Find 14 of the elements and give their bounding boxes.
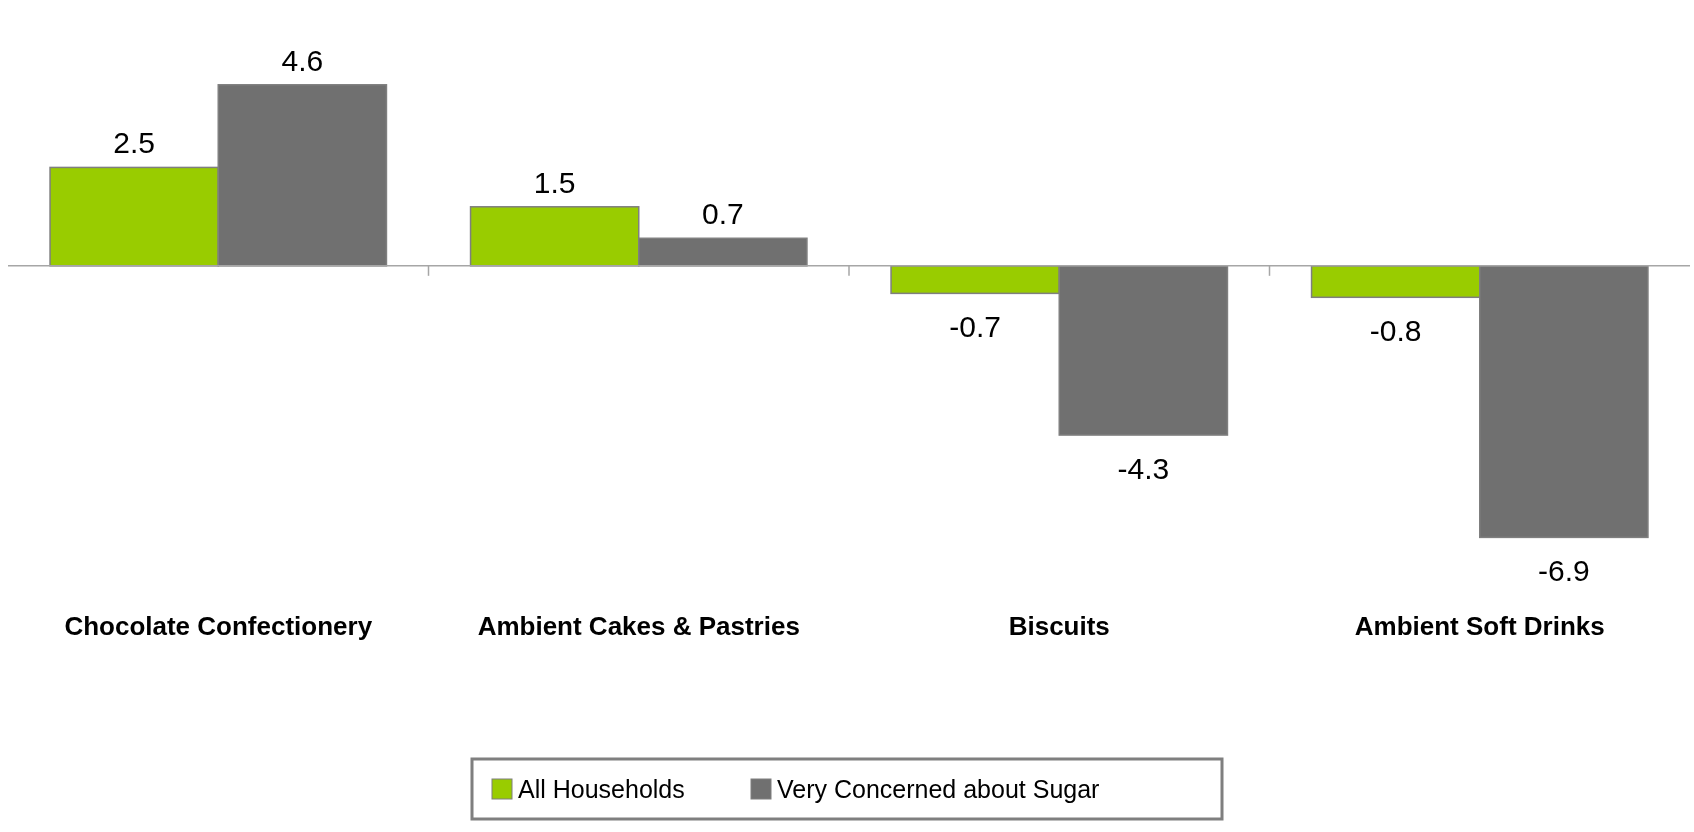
data-label: 0.7 — [701, 197, 744, 231]
data-label: -4.3 — [1117, 452, 1170, 486]
data-label: 2.5 — [113, 126, 156, 160]
x-tick-label: Ambient Cakes & Pastries — [477, 611, 800, 641]
data-label: -0.7 — [949, 310, 1001, 344]
x-tick-label: Biscuits — [1008, 611, 1110, 641]
data-label: 1.5 — [533, 165, 576, 199]
legend-label: Very Concerned about Sugar — [777, 775, 1100, 803]
data-label: 4.6 — [281, 43, 324, 77]
x-tick-label: Ambient Soft Drinks — [1354, 611, 1605, 641]
x-tick-label: Chocolate Confectionery — [64, 611, 373, 641]
data-label: -0.8 — [1369, 314, 1422, 348]
data-label: -6.9 — [1538, 554, 1590, 588]
legend-label: All Households — [518, 775, 685, 803]
